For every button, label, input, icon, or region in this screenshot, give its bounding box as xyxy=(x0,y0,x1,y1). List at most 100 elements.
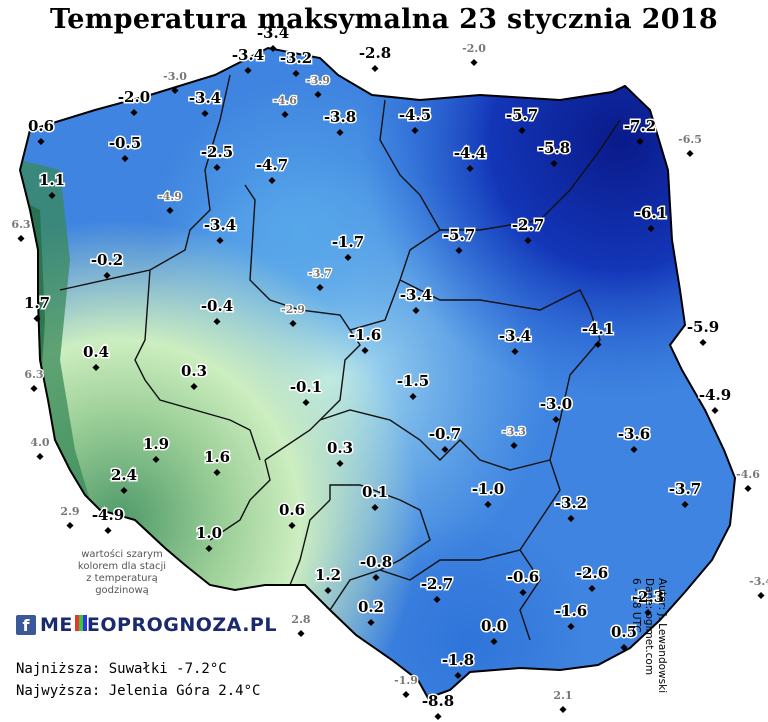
station: -5.7 xyxy=(504,105,540,135)
station: -4.4 xyxy=(452,143,488,173)
station-marker xyxy=(454,671,462,680)
station-marker xyxy=(205,544,213,553)
station-value: -0.6 xyxy=(507,568,539,586)
station-marker xyxy=(190,382,198,391)
station: -2.9 xyxy=(280,302,306,328)
station: -3.0 xyxy=(162,69,188,95)
station-marker xyxy=(511,347,519,356)
station: -2.5 xyxy=(199,142,235,172)
station-marker xyxy=(152,455,160,464)
station-marker xyxy=(559,705,567,714)
station-value: -0.5 xyxy=(109,134,141,152)
station-value: 6.3 xyxy=(24,368,43,381)
station-value: -3.7 xyxy=(669,480,701,498)
station: -3.4 xyxy=(187,88,223,118)
station-marker xyxy=(490,637,498,646)
station-value: -5.8 xyxy=(538,139,570,157)
station-marker xyxy=(371,64,379,73)
station-value: 0.3 xyxy=(327,439,353,457)
station-value: -2.7 xyxy=(421,575,453,593)
station: -3.2 xyxy=(553,493,589,523)
station-marker xyxy=(636,137,644,146)
station: 1.6 xyxy=(202,447,232,477)
station-value: 0.0 xyxy=(481,617,507,635)
voivodeship-borders xyxy=(59,74,621,641)
station-marker xyxy=(409,392,417,401)
station: -3.4 xyxy=(202,215,238,245)
station: -1.5 xyxy=(395,371,431,401)
station: -3.4 xyxy=(255,23,291,53)
station-marker xyxy=(269,44,277,53)
station-marker xyxy=(594,340,602,349)
highest-temperature: Najwyższa: Jelenia Góra 2.4°C xyxy=(16,683,261,699)
station-marker xyxy=(402,690,410,699)
station-marker xyxy=(757,591,765,600)
station: 0.6 xyxy=(277,500,307,530)
station: 1.9 xyxy=(141,434,171,464)
data-credit: Dane: ogimet.com xyxy=(643,578,655,676)
station-value: -4.7 xyxy=(256,156,288,174)
station: -3.0 xyxy=(538,394,574,424)
station: -5.7 xyxy=(441,225,477,255)
station-value: -4.9 xyxy=(92,506,124,524)
station-value: 1.1 xyxy=(39,171,65,189)
station: 1.7 xyxy=(22,293,52,323)
logo-text-before: ME xyxy=(40,614,73,636)
station-marker xyxy=(121,154,129,163)
station: 1.0 xyxy=(194,523,224,553)
station-marker xyxy=(433,595,441,604)
station-value: 0.6 xyxy=(279,501,305,519)
station: 0.3 xyxy=(325,438,355,468)
station-value: -0.2 xyxy=(91,251,123,269)
station: -0.2 xyxy=(89,250,125,280)
station: -4.1 xyxy=(580,319,616,349)
station-marker xyxy=(244,66,252,75)
station: -3.2 xyxy=(278,48,314,78)
station-value: -4.1 xyxy=(582,320,614,338)
facebook-icon[interactable]: f xyxy=(16,615,36,635)
station-value: 1.2 xyxy=(315,566,341,584)
station-marker xyxy=(171,86,179,95)
station-marker xyxy=(33,314,41,323)
note-line: godzinową xyxy=(95,585,149,596)
station: -0.8 xyxy=(358,552,394,582)
station-value: -4.6 xyxy=(273,94,297,107)
station: -6.5 xyxy=(677,132,703,158)
station-marker xyxy=(166,206,174,215)
station-marker xyxy=(620,643,628,652)
station-value: -8.8 xyxy=(422,692,454,710)
logo-text: ME EOPROGNOZA.PL xyxy=(40,614,277,636)
station-value: 6.3 xyxy=(11,218,30,231)
station: -5.8 xyxy=(536,138,572,168)
hourly-note: wartości szarym kolorem dla stacji z tem… xyxy=(52,549,192,597)
station-marker xyxy=(647,224,655,233)
station-marker xyxy=(630,445,638,454)
meteoprognoza-logo[interactable]: f ME EOPROGNOZA.PL xyxy=(16,612,277,638)
station-marker xyxy=(367,618,375,627)
station: 0.1 xyxy=(360,482,390,512)
station: -1.7 xyxy=(330,232,366,262)
station-value: -1.6 xyxy=(555,602,587,620)
station: -1.6 xyxy=(553,601,589,631)
station: 2.1 xyxy=(552,688,574,714)
station-value: -2.7 xyxy=(512,216,544,234)
station-marker xyxy=(455,246,463,255)
station-value: 0.2 xyxy=(358,598,384,616)
station-marker xyxy=(567,514,575,523)
station-value: -3.4 xyxy=(232,46,264,64)
station-marker xyxy=(268,176,276,185)
station-value: -3.6 xyxy=(618,425,650,443)
station-value: -2.9 xyxy=(281,303,305,316)
station: 0.2 xyxy=(356,597,386,627)
station: -0.7 xyxy=(427,424,463,454)
station-marker xyxy=(336,128,344,137)
station: -3.4 xyxy=(748,574,768,600)
station: -4.6 xyxy=(735,467,761,493)
station-labels: -3.4 -3.4 -3.2 -2.8 -2.0 -3.0 -3.9 -2.0 -3.4 -4.6… xyxy=(10,23,768,721)
station-marker xyxy=(292,69,300,78)
station-value: 1.0 xyxy=(196,524,222,542)
station-value: -1.6 xyxy=(349,326,381,344)
station-marker xyxy=(17,234,25,243)
station: -8.8 xyxy=(420,691,456,721)
station: -4.7 xyxy=(254,155,290,185)
